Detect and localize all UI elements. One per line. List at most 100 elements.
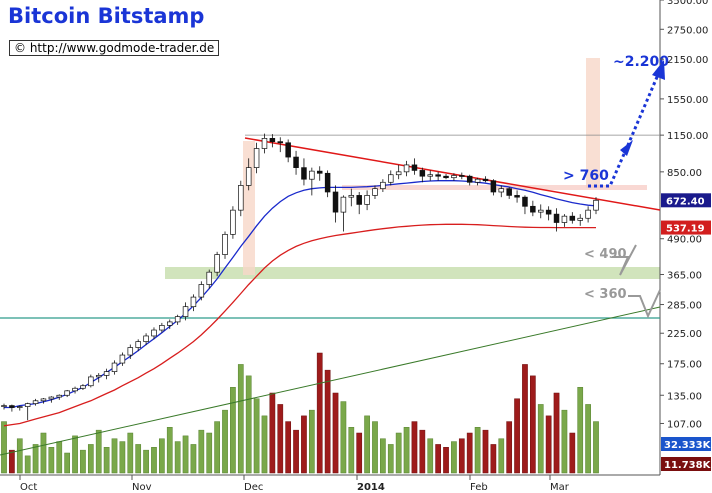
volume-bar (16, 438, 23, 474)
volume-bar (301, 415, 307, 474)
volume-bar (545, 415, 552, 474)
volume-bar (553, 392, 560, 474)
candle-body (80, 385, 86, 389)
candle-body (293, 156, 299, 168)
volume-bar (103, 447, 110, 474)
price-badge (661, 220, 711, 235)
uptrend-line (0, 306, 661, 456)
volume-bar (514, 398, 520, 474)
annotation-label: < 360 (584, 287, 627, 302)
moving-average-slow (3, 223, 596, 427)
x-tick-label: Dec (244, 482, 263, 493)
volume-bar (356, 432, 363, 474)
candle-body (530, 205, 536, 213)
volume-bar (32, 444, 39, 474)
volume-bar (308, 409, 315, 474)
y-tick-label: 175.00 (667, 360, 702, 371)
candle-body (261, 138, 268, 149)
volume-bar (530, 375, 536, 474)
volume-bar (40, 432, 47, 474)
volume-bar (451, 441, 457, 474)
y-tick-label: 2750.00 (667, 25, 708, 36)
candle-body (269, 138, 276, 142)
x-tick-label: Nov (132, 482, 152, 493)
volume-bar (1, 421, 7, 474)
volume-bar (285, 421, 292, 474)
volume-bar (151, 447, 157, 474)
candle-body (72, 387, 78, 392)
candle-body (167, 321, 173, 326)
volume-bar (206, 432, 213, 474)
y-tick-label: 2150.00 (667, 55, 708, 66)
candle-body (482, 178, 489, 182)
x-tick-label: 2014 (357, 482, 385, 493)
candle-body (64, 390, 70, 396)
candle-body (119, 354, 126, 364)
volume-bar (87, 444, 94, 474)
volume-bar (245, 375, 252, 474)
candle-body (451, 175, 457, 179)
chart-title: Bitcoin Bitstamp (8, 4, 205, 28)
candle-body (103, 371, 110, 376)
volume-bar (159, 438, 165, 474)
y-tick-label: 3500.00 (667, 0, 708, 7)
volume-bar (143, 449, 149, 474)
volume-bar (458, 438, 465, 474)
candle-body (553, 213, 560, 223)
candle-body (316, 170, 323, 174)
candle-body (222, 233, 228, 255)
x-tick-label: Mar (550, 482, 570, 493)
candle-body (151, 329, 157, 337)
candle-body (198, 284, 205, 298)
trend-lines (0, 134, 661, 456)
volume-bars (1, 352, 599, 474)
volume-bar (585, 404, 591, 474)
candle-body (364, 195, 370, 205)
downtrend-line (244, 137, 661, 211)
price-badge-label: 672.40 (666, 196, 705, 207)
candle-body (514, 195, 520, 198)
volume-bar (72, 435, 78, 474)
volume-bar (466, 432, 473, 474)
candle-body (277, 141, 284, 144)
volume-bar (24, 455, 31, 474)
y-tick-label: 225.00 (667, 329, 702, 340)
volume-bar (64, 452, 70, 474)
candle-body (301, 167, 307, 180)
volume-bar (364, 415, 370, 474)
candle-body (340, 196, 347, 213)
volume-badge (661, 437, 711, 451)
candle-body (1, 405, 7, 407)
candle-body (372, 188, 378, 196)
volume-bar (324, 369, 331, 474)
volume-bar (474, 427, 481, 474)
volume-badge-label: 11.738K (664, 460, 712, 471)
candle-body (324, 172, 331, 193)
volume-bar (569, 432, 576, 474)
volume-bar (253, 398, 260, 474)
volume-bar (593, 421, 599, 474)
chart-annotations: ~2.200 > 760 < 490 < 360 (563, 54, 669, 319)
price-badge-label: 537.19 (666, 224, 705, 235)
candle-body (88, 376, 94, 387)
candle-body (419, 170, 426, 177)
candle-body (585, 209, 591, 219)
candle-body (9, 405, 15, 408)
candle-body (190, 296, 197, 308)
candle-body (17, 406, 23, 408)
target-pillar-right (586, 58, 600, 188)
y-axis: 3500.00 2750.00 2150.00 1550.00 1150.00 850.0… (660, 0, 712, 471)
candle-body (537, 209, 544, 213)
volume-bar (316, 352, 323, 474)
volume-bar (214, 421, 220, 474)
volume-bar (222, 409, 228, 474)
volume-bar (411, 421, 418, 474)
candle-body (411, 164, 418, 171)
volume-bar (277, 404, 284, 474)
price-badge (661, 193, 711, 208)
y-tick-label: 285.00 (667, 301, 702, 312)
candle-body (127, 347, 134, 356)
volume-bar (490, 444, 497, 474)
support-check-arrow-2 (628, 289, 661, 319)
candle-body (135, 341, 141, 348)
